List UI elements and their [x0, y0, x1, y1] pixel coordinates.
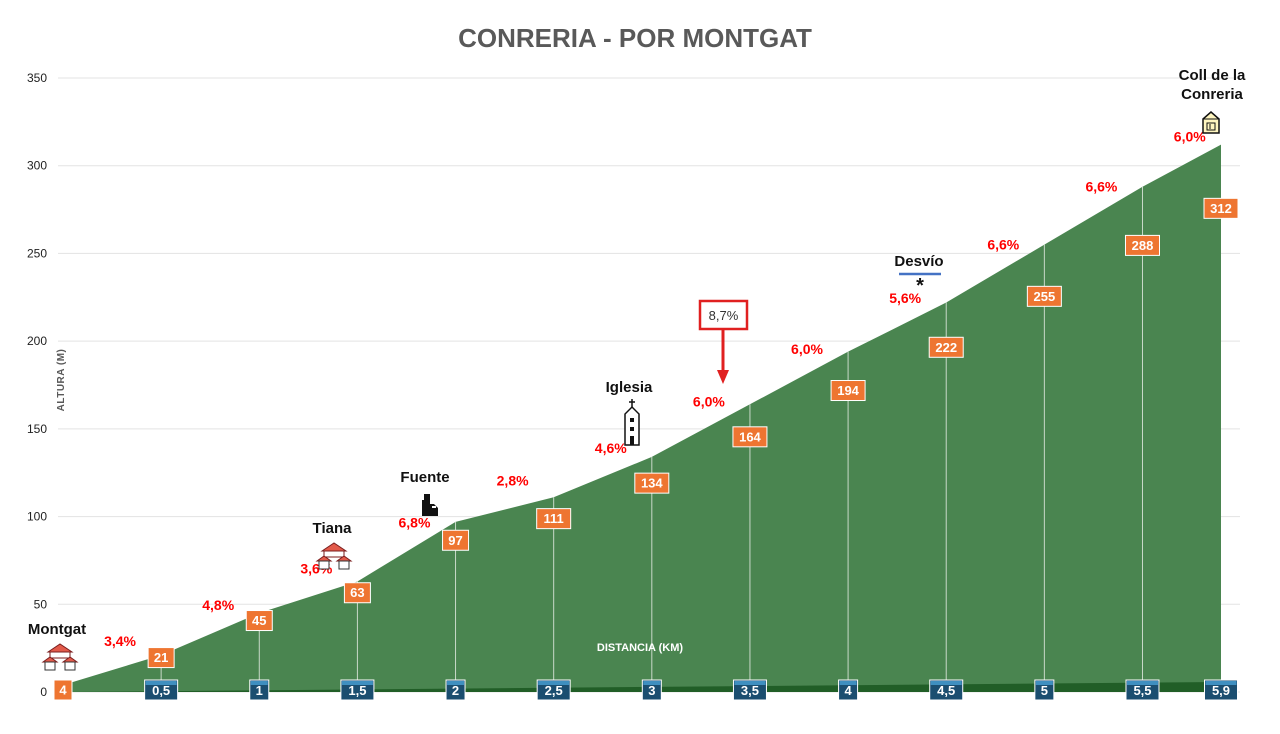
place-coll-line1: Coll de la: [1179, 67, 1246, 84]
distance-box: 3: [641, 679, 662, 701]
chart-title: CONRERIA - POR MONTGAT: [458, 23, 812, 53]
place-tiana: Tiana: [313, 520, 353, 537]
distance-label: 5: [1041, 683, 1048, 698]
distance-box: 0,5: [144, 679, 179, 701]
y-tick-label: 150: [27, 422, 47, 436]
place-fuente: Fuente: [400, 469, 449, 486]
y-tick-label: 100: [27, 510, 47, 524]
distance-box: 1,5: [340, 679, 375, 701]
y-tick-label: 50: [34, 597, 48, 611]
distance-label: 1: [256, 683, 263, 698]
elevation-label: 97: [448, 533, 462, 548]
elevation-label: 164: [739, 429, 761, 444]
elevation-label: 255: [1034, 289, 1056, 304]
elevation-box: 4: [53, 679, 73, 701]
distance-label: 5,5: [1133, 683, 1151, 698]
distance-box: 4: [838, 679, 859, 701]
distance-box: 5,5: [1125, 679, 1160, 701]
church-icon: [624, 399, 640, 446]
elevation-label: 312: [1210, 201, 1232, 216]
elevation-label: 63: [350, 585, 364, 600]
grade-label: 3,4%: [104, 633, 136, 649]
elevation-label: 222: [935, 340, 957, 355]
distance-label: 3: [648, 683, 655, 698]
max-grade-label: 8,7%: [709, 308, 739, 323]
distance-box: 4,5: [929, 679, 964, 701]
grade-label: 4,6%: [595, 440, 627, 456]
y-tick-labels: 0 50 100 150 200 250 300 350: [27, 71, 47, 699]
grade-label: 6,8%: [399, 515, 431, 531]
grade-label: 6,0%: [791, 341, 823, 357]
grade-label: 6,6%: [987, 237, 1019, 253]
distance-label: 4,5: [937, 683, 955, 698]
grade-label: 5,6%: [889, 290, 921, 306]
elevation-box: 194: [830, 380, 866, 402]
y-tick-label: 200: [27, 334, 47, 348]
elevation-box: 288: [1124, 234, 1160, 256]
elevation-area: [63, 144, 1221, 693]
y-axis-label: ALTURA (M): [56, 349, 67, 412]
junction-marker: *: [916, 275, 924, 297]
elevation-label: 21: [154, 650, 168, 665]
summit-house-icon: [1202, 111, 1220, 134]
elevation-box: 134: [634, 472, 670, 494]
distance-box: 5,9: [1204, 679, 1238, 701]
place-iglesia: Iglesia: [606, 379, 653, 396]
grade-label: 2,8%: [497, 473, 529, 489]
elevation-label: 288: [1132, 238, 1154, 253]
y-tick-label: 250: [27, 246, 47, 260]
distance-label: 2: [452, 683, 459, 698]
distance-label: 3,5: [741, 683, 759, 698]
grade-label: 6,6%: [1085, 179, 1117, 195]
distance-box: 1: [249, 679, 270, 701]
elevation-label: 194: [837, 383, 859, 398]
grade-label: 6,0%: [693, 394, 725, 410]
elevation-label: 134: [641, 476, 663, 491]
place-montgat: Montgat: [28, 621, 86, 638]
distance-label: 1,5: [348, 683, 366, 698]
elevation-box: 45: [245, 610, 273, 632]
grade-label: 6,0%: [1174, 129, 1206, 145]
distance-label: 2,5: [545, 683, 563, 698]
place-desvio: Desvío: [894, 253, 943, 270]
elevation-label: 45: [252, 613, 266, 628]
distance-box: 3,5: [732, 679, 767, 701]
town-icon: [41, 643, 79, 671]
distance-box: 5: [1034, 679, 1055, 701]
y-tick-label: 350: [27, 71, 47, 85]
elevation-box: 111: [536, 508, 572, 530]
distance-box: 2,5: [536, 679, 571, 701]
y-tick-label: 300: [27, 159, 47, 173]
elevation-label: 111: [544, 511, 564, 526]
elevation-box: 21: [147, 647, 175, 669]
elevation-box: 312: [1203, 197, 1239, 219]
max-grade-callout: 8,7%: [698, 299, 749, 384]
distance-label: 0,5: [152, 683, 170, 698]
grade-label: 4,8%: [202, 597, 234, 613]
distance-labels: 0,5 1 1,5 2 2,5 3 3,5 4 4,5 5 5,5 5,9: [144, 679, 1238, 701]
elevation-box: 97: [442, 529, 470, 551]
arrow-down-icon: [717, 370, 729, 384]
distance-label: 4: [844, 683, 852, 698]
elevation-box: 164: [732, 426, 768, 448]
elevation-box: 255: [1026, 285, 1062, 307]
place-coll-line2: Conreria: [1181, 86, 1243, 103]
elevation-box: 222: [928, 336, 964, 358]
distance-label: 5,9: [1212, 683, 1230, 698]
y-tick-label: 0: [40, 685, 47, 699]
elevation-label: 4: [59, 683, 67, 698]
town-icon: [315, 542, 353, 570]
x-axis-label: DISTANCIA (KM): [597, 642, 683, 654]
fountain-icon: [422, 494, 438, 516]
elevation-box: 63: [343, 582, 371, 604]
distance-box: 2: [445, 679, 466, 701]
